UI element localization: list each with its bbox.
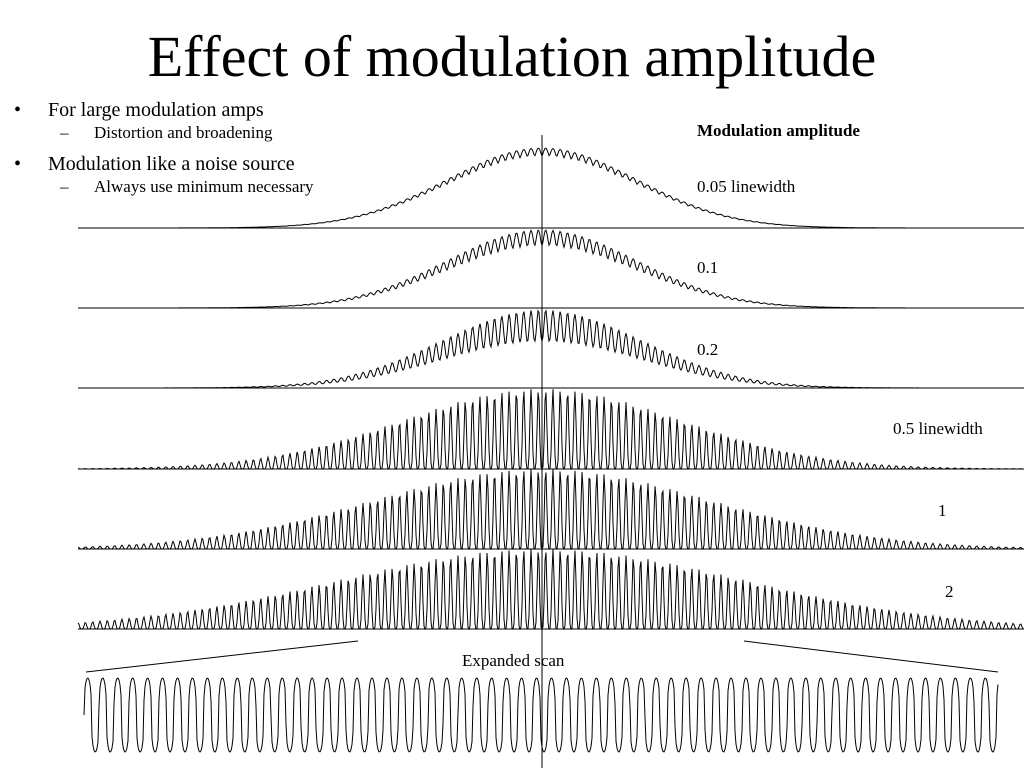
bullet-list: • For large modulation amps – Distortion… <box>12 98 412 206</box>
bullet-glyph: • <box>14 99 22 121</box>
sub-bullet-item: – Always use minimum necessary <box>12 176 412 198</box>
bullet-text: Modulation like a noise source <box>48 153 295 175</box>
bullet-glyph: • <box>14 153 22 175</box>
bullet-text: For large modulation amps <box>48 99 264 121</box>
trace-2 <box>78 229 1024 309</box>
zoom-line-right <box>743 640 999 673</box>
dash-glyph: – <box>60 177 69 196</box>
zoom-line-left <box>85 640 359 673</box>
trace-1 <box>78 147 1024 229</box>
sub-bullet-text: Distortion and broadening <box>94 123 273 142</box>
trace-label-6: 2 <box>945 582 954 601</box>
trace-label-4: 0.5 linewidth <box>893 419 983 438</box>
trace-4 <box>77 389 1024 471</box>
expanded-scan-label: Expanded scan <box>462 651 565 670</box>
trace-label-2: 0.1 <box>697 258 719 277</box>
bullet-item: • For large modulation amps <box>12 98 412 122</box>
legend-title: Modulation amplitude <box>697 121 860 140</box>
trace-5 <box>77 469 1024 551</box>
baselines <box>78 227 1024 630</box>
expanded-scan-trace <box>83 677 999 753</box>
traces <box>77 147 1024 631</box>
sub-bullet-text: Always use minimum necessary <box>94 177 314 196</box>
slide-title: Effect of modulation amplitude <box>147 24 877 89</box>
trace-label-3: 0.2 <box>697 340 719 359</box>
bullet-item: • Modulation like a noise source <box>12 152 412 176</box>
trace-6 <box>77 549 1024 631</box>
trace-label-1: 0.05 linewidth <box>697 177 796 196</box>
sub-bullet-item: – Distortion and broadening <box>12 122 412 144</box>
dash-glyph: – <box>60 123 69 142</box>
trace-3 <box>78 309 1024 389</box>
trace-label-5: 1 <box>938 501 947 520</box>
